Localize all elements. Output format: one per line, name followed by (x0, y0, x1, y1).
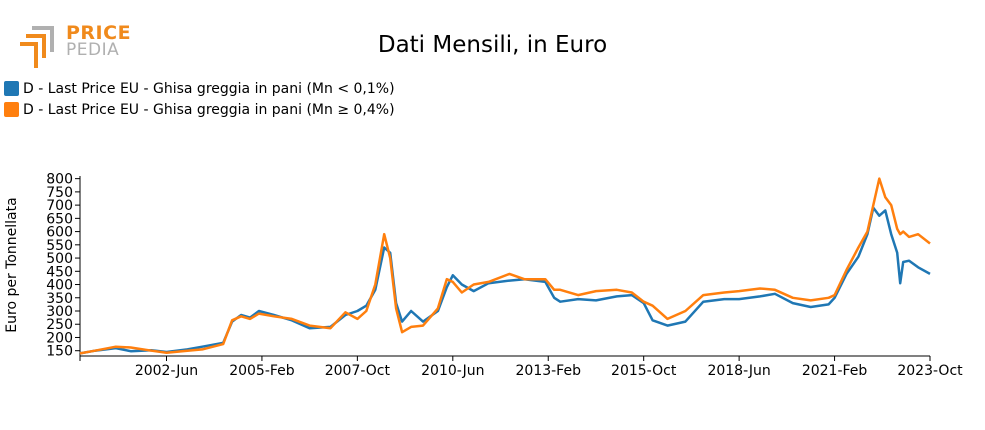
y-tick-label: 600 (46, 225, 73, 241)
x-tick-label: 2007-Oct (325, 363, 391, 379)
x-tick-label: 2023-Oct (897, 363, 963, 379)
y-tick-label: 250 (46, 317, 73, 333)
series-line-2 (79, 177, 931, 355)
x-tick-label: 2021-Feb (802, 363, 868, 379)
pricepedia-logo: PRICE PEDIA (18, 22, 132, 74)
legend-swatch-series-2 (4, 102, 19, 117)
legend-item-series-1[interactable]: D - Last Price EU - Ghisa greggia in pan… (4, 78, 395, 99)
series-line-1 (79, 206, 931, 355)
y-tick-label: 500 (46, 251, 73, 267)
legend-swatch-series-1 (4, 81, 19, 96)
y-tick-label: 300 (46, 304, 73, 320)
y-tick-label: 700 (46, 198, 73, 214)
y-tick-label: 650 (46, 211, 73, 227)
y-tick-label: 150 (46, 344, 73, 360)
series-lines (79, 177, 931, 355)
legend-item-series-2[interactable]: D - Last Price EU - Ghisa greggia in pan… (4, 99, 395, 120)
x-tick-label: 2002-Jun (135, 363, 198, 379)
y-tick-label: 800 (46, 172, 73, 188)
y-axis-title: Euro per Tonnellata (4, 197, 20, 332)
x-tick-label: 2018-Jun (707, 363, 770, 379)
y-tick-label: 450 (46, 264, 73, 280)
x-tick-label: 2015-Oct (611, 363, 677, 379)
y-tick-label: 400 (46, 278, 73, 294)
logo-mark-icon (20, 26, 54, 68)
logo-text-price: PRICE (66, 22, 132, 44)
y-tick-label: 550 (46, 238, 73, 254)
y-tick-label: 350 (46, 291, 73, 307)
x-tick-label: 2005-Feb (229, 363, 295, 379)
logo-text-pedia: PEDIA (66, 40, 120, 60)
legend: D - Last Price EU - Ghisa greggia in pan… (4, 78, 395, 120)
chart-title: Dati Mensili, in Euro (377, 32, 608, 58)
axes: 1502002503003504004505005506006507007508… (46, 172, 963, 379)
y-tick-label: 200 (46, 330, 73, 346)
legend-label-series-1: D - Last Price EU - Ghisa greggia in pan… (23, 80, 395, 97)
x-tick-label: 2013-Feb (516, 363, 582, 379)
legend-label-series-2: D - Last Price EU - Ghisa greggia in pan… (23, 101, 395, 118)
y-tick-label: 750 (46, 185, 73, 201)
x-tick-label: 2010-Jun (421, 363, 484, 379)
